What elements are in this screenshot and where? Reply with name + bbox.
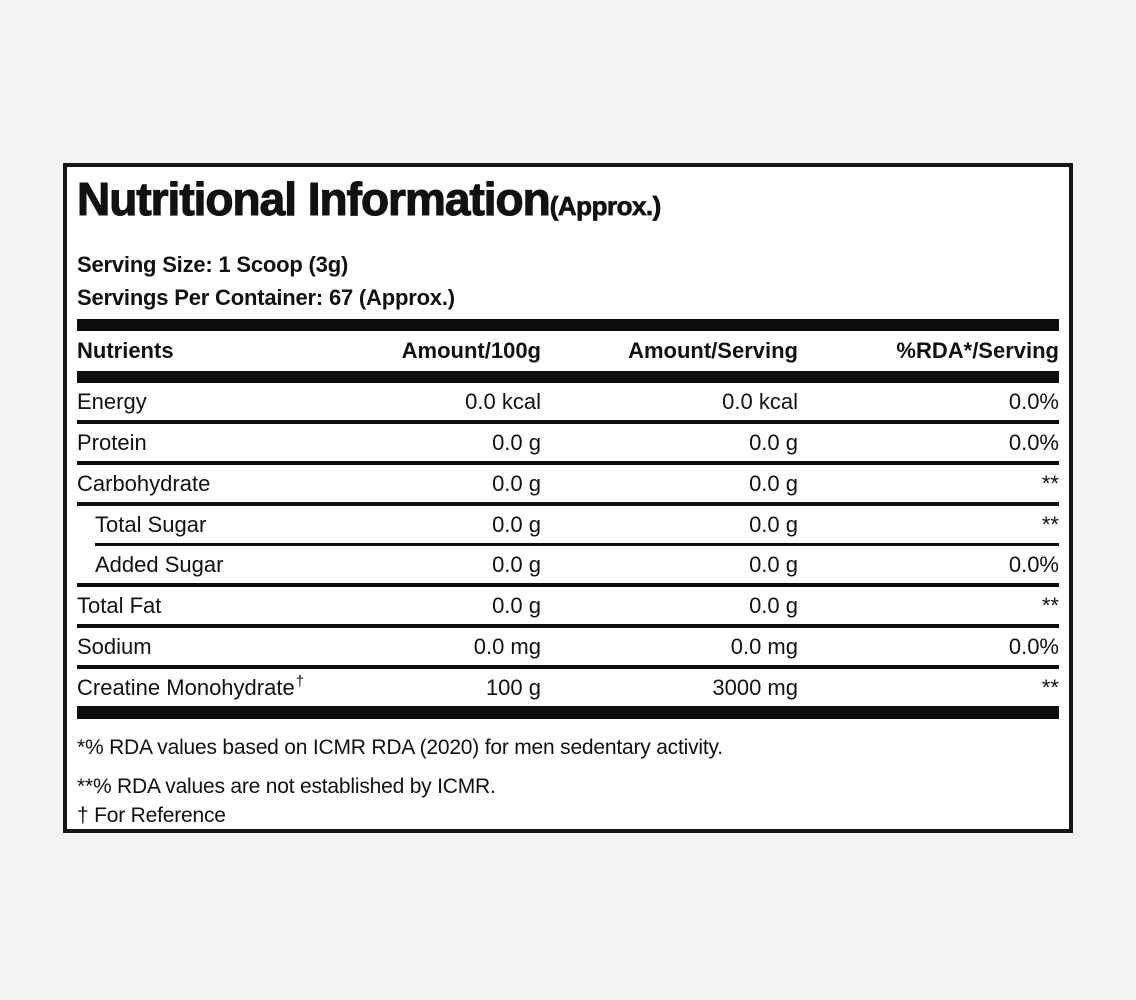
rda-per-serving-cell: ** [1041,674,1059,700]
amount-per-100g-cell: 0.0 g [492,511,541,537]
nutrient-name-cell: Creatine Monohydrate† [77,672,305,700]
nutrition-label: Nutritional Information(Approx.) Serving… [63,163,1073,833]
table-row: Total Fat 0.0 g 0.0 g ** [77,587,1059,624]
amount-per-100g-cell: 0.0 g [492,592,541,618]
rda-per-serving-cell: 0.0% [1008,388,1059,414]
table-row: Total Sugar 0.0 g 0.0 g ** [77,506,1059,543]
label-title-suffix: (Approx.) [549,191,661,222]
table-row: Creatine Monohydrate† 100 g 3000 mg ** [77,669,1059,706]
amount-per-100g-cell: 0.0 mg [473,633,541,659]
rda-per-serving-cell: ** [1041,592,1059,618]
amount-per-serving-cell: 0.0 kcal [722,388,798,414]
rda-per-serving-cell: 0.0% [1008,633,1059,659]
table-row: Added Sugar 0.0 g 0.0 g 0.0% [77,546,1059,583]
amount-per-serving-cell: 0.0 g [749,470,798,496]
amount-per-serving-cell: 0.0 g [749,551,798,577]
nutrient-name-cell: Total Sugar [95,511,207,537]
amount-per-100g-cell: 0.0 g [492,551,541,577]
row-divider [77,665,1059,669]
label-title: Nutritional Information [76,173,551,225]
separator-bar-top [77,319,1059,331]
column-header-rda-serving: %RDA*/Serving [896,338,1059,363]
amount-per-serving-cell: 0.0 g [749,511,798,537]
row-divider [77,583,1059,587]
amount-per-serving-cell: 0.0 mg [730,633,798,659]
row-divider [77,624,1059,628]
column-header-amount-serving: Amount/Serving [628,338,798,363]
row-divider [95,543,1059,546]
nutrient-name-cell: Total Fat [77,592,162,618]
amount-per-serving-cell: 3000 mg [712,674,798,700]
separator-bar-header [77,371,1059,383]
label-title-line: Nutritional Information(Approx.) [76,173,1059,236]
row-divider [77,502,1059,506]
row-divider [77,461,1059,465]
footnote-rda-not-established: **% RDA values are not established by IC… [77,775,496,798]
separator-bar-bottom [77,706,1059,719]
rda-per-serving-cell: 0.0% [1008,429,1059,455]
footnote-rda-basis: *% RDA values based on ICMR RDA (2020) f… [77,736,723,759]
nutrient-name-cell: Added Sugar [95,551,224,577]
table-row: Protein 0.0 g 0.0 g 0.0% [77,424,1059,461]
serving-size-line: Serving Size: 1 Scoop (3g) [77,252,349,277]
footnote-for-reference: † For Reference [77,804,226,827]
row-divider [77,420,1059,424]
dagger-mark: † [295,672,305,690]
nutrient-name-cell: Energy [77,388,147,414]
rda-per-serving-cell: ** [1041,470,1059,496]
table-row: Energy 0.0 kcal 0.0 kcal 0.0% [77,383,1059,420]
nutrient-name-cell: Carbohydrate [77,470,211,496]
nutrient-name-cell: Protein [77,429,147,455]
nutrient-rows: Energy 0.0 kcal 0.0 kcal 0.0% Protein 0.0 g 0.… [77,383,1059,706]
amount-per-100g-cell: 0.0 kcal [465,388,541,414]
table-row: Sodium 0.0 mg 0.0 mg 0.0% [77,628,1059,665]
table-header-row: Nutrients Amount/100g Amount/Serving %RD… [77,331,1059,371]
amount-per-100g-cell: 0.0 g [492,470,541,496]
amount-per-100g-cell: 0.0 g [492,429,541,455]
column-header-nutrients: Nutrients [77,338,174,363]
nutrient-name-cell: Sodium [77,633,152,659]
column-header-amount-100g: Amount/100g [401,338,541,363]
rda-per-serving-cell: ** [1041,511,1059,537]
amount-per-serving-cell: 0.0 g [749,429,798,455]
servings-per-container-line: Servings Per Container: 67 (Approx.) [77,285,455,310]
table-row: Carbohydrate 0.0 g 0.0 g ** [77,465,1059,502]
rda-per-serving-cell: 0.0% [1008,551,1059,577]
amount-per-serving-cell: 0.0 g [749,592,798,618]
amount-per-100g-cell: 100 g [485,674,541,700]
